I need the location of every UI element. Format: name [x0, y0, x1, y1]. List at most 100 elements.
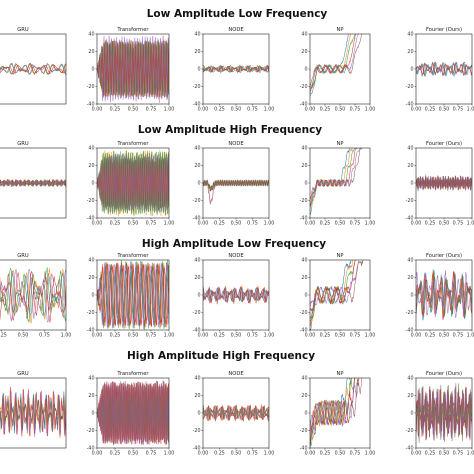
y-tick-label: 0: [197, 293, 200, 299]
y-tick-label: 20: [194, 393, 200, 399]
x-tick-label: 1.00: [264, 107, 275, 113]
x-tick-label: 0.50: [335, 333, 346, 339]
series-line: [310, 148, 363, 199]
x-tick-label: 0.00: [92, 333, 103, 339]
y-tick-label: -40: [406, 102, 414, 108]
series-line: [416, 273, 472, 318]
series-line: [0, 62, 66, 75]
series-line: [0, 270, 66, 323]
panel-title: GRU: [17, 253, 29, 259]
y-tick-label: -20: [87, 198, 95, 204]
x-tick-label: 0.75: [453, 451, 464, 457]
y-tick-label: -20: [87, 310, 95, 316]
x-tick-label: 0.00: [305, 333, 316, 339]
series-line: [310, 260, 356, 324]
x-tick-label: 0.00: [92, 221, 103, 227]
panel-3-1: Transformer 40 20 0 -20 -400.00 0.25 0.50 0.75 1.…: [87, 371, 175, 457]
x-tick-label: 0.00: [305, 221, 316, 227]
panel-title: GRU: [17, 141, 29, 147]
x-tick-label: 0.00: [198, 221, 209, 227]
x-tick-label: 0.00: [198, 451, 209, 457]
x-tick-label: 1.00: [264, 451, 275, 457]
x-tick-label: 1.00: [467, 107, 474, 113]
series-line: [310, 378, 360, 434]
x-tick-label: 0.50: [335, 451, 346, 457]
panel-0-1: Transformer 40 20 0 -20 -400.00 0.25 0.50 0.75 1.…: [87, 27, 175, 113]
x-tick-label: 0.00: [92, 451, 103, 457]
y-tick-label: -20: [87, 428, 95, 434]
y-tick-label: -20: [300, 428, 308, 434]
x-tick-label: 1.00: [467, 221, 474, 227]
y-tick-label: -20: [193, 310, 201, 316]
x-tick-label: 0.25: [214, 107, 225, 113]
series-line: [203, 179, 269, 192]
panel-title: NP: [336, 141, 343, 147]
y-tick-label: 40: [407, 146, 413, 152]
x-tick-label: 0.75: [247, 451, 258, 457]
x-tick-label: 1.00: [467, 333, 474, 339]
panel-0-2: NODE 40 20 0 -20 -400.00 0.25 0.50 0.75 1.00: [193, 27, 275, 113]
x-tick-label: 0.75: [146, 221, 157, 227]
series-line: [0, 268, 66, 323]
y-tick-label: -40: [87, 446, 95, 452]
x-tick-label: 0.75: [247, 107, 258, 113]
x-tick-label: 0.25: [320, 333, 331, 339]
x-tick-label: 1.00: [164, 451, 175, 457]
y-tick-label: 40: [407, 376, 413, 382]
y-tick-label: -40: [300, 446, 308, 452]
y-tick-label: -20: [193, 84, 201, 90]
series-line: [203, 286, 269, 304]
panel-title: GRU: [17, 371, 29, 377]
y-tick-label: 0: [91, 411, 94, 417]
y-tick-label: 20: [301, 275, 307, 281]
panel-title: Fourier (Ours): [426, 27, 462, 33]
x-tick-label: 0.00: [305, 107, 316, 113]
y-tick-label: 0: [304, 293, 307, 299]
y-tick-label: -20: [406, 310, 414, 316]
series-line: [0, 179, 66, 188]
series-line: [0, 267, 66, 323]
y-tick-label: -20: [406, 428, 414, 434]
panel-0-3: NP 40 20 0 -20 -400.00 0.25 0.50 0.75 1.00: [300, 27, 376, 113]
panel-title: NODE: [228, 371, 243, 377]
y-tick-label: 0: [91, 293, 94, 299]
x-tick-label: 0.25: [320, 107, 331, 113]
series-line: [203, 286, 269, 304]
panel-2-2: NODE 40 20 0 -20 -400.00 0.25 0.50 0.75 1.00: [193, 253, 275, 339]
x-tick-label: 0.50: [231, 107, 242, 113]
x-tick-label: 0.50: [439, 333, 450, 339]
panel-title: GRU: [17, 27, 29, 33]
y-tick-label: 40: [194, 376, 200, 382]
x-tick-label: 0.00: [92, 107, 103, 113]
panel-title: NP: [336, 371, 343, 377]
panel-title: Transformer: [116, 371, 149, 377]
panel-1-4: Fourier (Ours) 40 20 0 -20 -400.00 0.25 0.50 0.7…: [406, 141, 474, 227]
y-tick-label: 20: [194, 49, 200, 55]
y-tick-label: 0: [410, 67, 413, 73]
x-tick-label: 0.25: [425, 107, 436, 113]
row-title-2: High Amplitude Low Frequency: [142, 238, 326, 250]
x-tick-label: 0.75: [146, 451, 157, 457]
y-tick-label: 20: [301, 393, 307, 399]
x-tick-label: 0.25: [110, 107, 121, 113]
y-tick-label: 40: [194, 258, 200, 264]
y-tick-label: -40: [193, 446, 201, 452]
x-tick-label: 1.00: [61, 333, 72, 339]
y-tick-label: -40: [406, 328, 414, 334]
y-tick-label: -40: [300, 102, 308, 108]
x-tick-label: 0.50: [439, 107, 450, 113]
panel-1-1: Transformer 40 20 0 -20 -400.00 0.25 0.50 0.75 1.…: [87, 141, 175, 227]
y-tick-label: 0: [304, 181, 307, 187]
series-line: [0, 62, 66, 76]
x-tick-label: 0.50: [439, 221, 450, 227]
y-tick-label: 40: [194, 146, 200, 152]
y-tick-label: 40: [301, 376, 307, 382]
x-tick-label: 0.75: [146, 107, 157, 113]
y-tick-label: 20: [88, 49, 94, 55]
series-line: [416, 383, 472, 443]
x-tick-label: 0.50: [231, 221, 242, 227]
panel-0-0: GRU: [0, 27, 67, 105]
panel-title: Transformer: [116, 253, 149, 259]
series-line: [0, 179, 66, 187]
